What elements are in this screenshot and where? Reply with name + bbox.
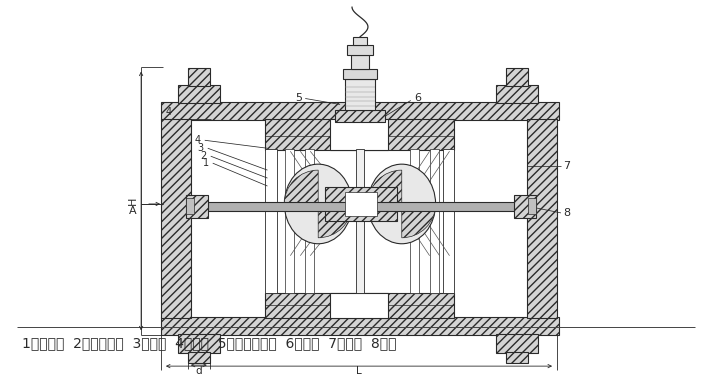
Text: 5: 5 [295, 93, 302, 104]
Bar [496, 84, 538, 103]
Bar [188, 67, 210, 86]
Bar [514, 195, 536, 218]
Bar [347, 45, 373, 55]
Bar [506, 352, 528, 363]
Text: 1: 1 [203, 158, 209, 168]
Wedge shape [402, 204, 436, 238]
Text: 8: 8 [563, 208, 570, 218]
Bar [161, 103, 559, 120]
Bar [330, 120, 388, 150]
Bar [496, 334, 538, 353]
Text: H: H [128, 197, 138, 205]
Bar [353, 37, 367, 45]
Bar [330, 294, 388, 318]
Bar [188, 352, 210, 363]
Bar [506, 67, 528, 86]
Ellipse shape [284, 164, 352, 244]
Text: 2: 2 [201, 151, 206, 161]
Text: L: L [356, 366, 362, 376]
Bar [178, 334, 220, 353]
Bar [266, 294, 454, 318]
Bar [266, 120, 454, 150]
Bar [161, 120, 191, 318]
Bar [527, 120, 557, 318]
Bar [186, 198, 194, 214]
Bar [443, 149, 454, 294]
Wedge shape [284, 170, 318, 204]
Text: 4: 4 [166, 107, 172, 117]
Bar [351, 55, 369, 69]
Text: d: d [196, 366, 202, 376]
Text: 1．球轴承  2．前导向件  3．涨圈  4．壳体  5．前置放大器  6．叶轮  7．轴承  8．轴: 1．球轴承 2．前导向件 3．涨圈 4．壳体 5．前置放大器 6．叶轮 7．轴承… [21, 336, 396, 350]
Bar [343, 69, 377, 78]
Bar [345, 192, 377, 216]
Wedge shape [318, 204, 352, 238]
Bar [345, 78, 375, 110]
Bar [409, 149, 419, 294]
Bar [325, 187, 397, 221]
Bar [286, 149, 294, 294]
Text: 3: 3 [198, 143, 204, 153]
Bar [161, 317, 559, 335]
Bar [191, 202, 531, 211]
Text: 7: 7 [563, 161, 570, 171]
Bar [356, 149, 364, 294]
Wedge shape [368, 170, 402, 204]
Bar [335, 110, 385, 123]
Text: A: A [130, 206, 137, 216]
Bar [266, 149, 278, 294]
Ellipse shape [368, 164, 436, 244]
Text: 6: 6 [414, 93, 422, 104]
Text: 4: 4 [194, 135, 201, 145]
Bar [528, 198, 536, 214]
Bar [305, 149, 314, 294]
Bar [429, 149, 439, 294]
Bar [186, 195, 208, 218]
Bar [178, 84, 220, 103]
